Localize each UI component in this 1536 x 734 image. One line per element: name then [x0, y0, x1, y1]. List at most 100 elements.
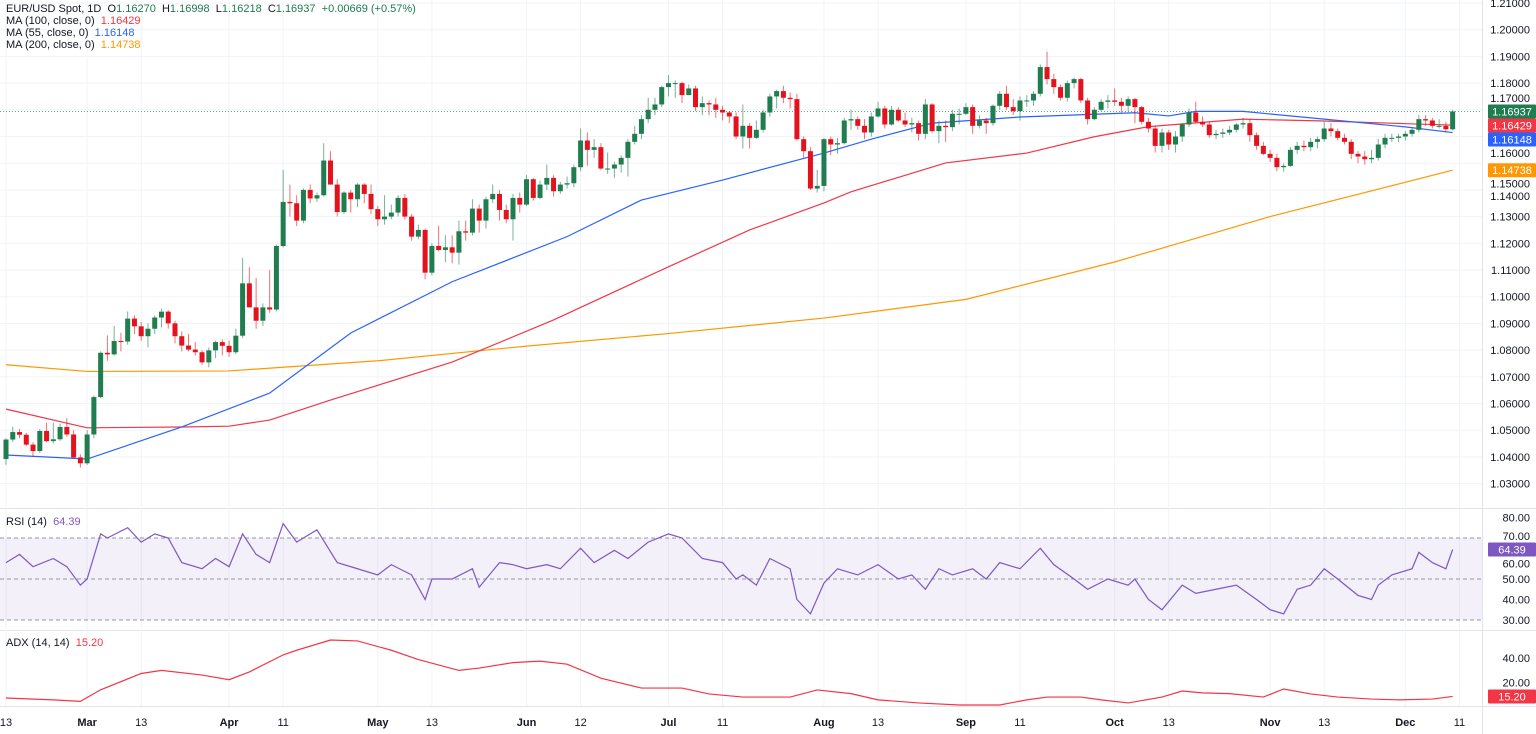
rsi-band: [0, 538, 1482, 620]
rsi-tag: 64.39: [1498, 545, 1526, 557]
candle-body: [1064, 83, 1070, 98]
ma200-tag-bg: [1488, 163, 1536, 178]
ma55-legend[interactable]: MA (55, close, 0) 1.16148: [6, 27, 416, 39]
low-value: 1.16218: [221, 3, 262, 15]
candle-body: [1003, 93, 1009, 108]
candle-body: [138, 326, 144, 337]
candle-body: [787, 97, 793, 100]
candles: [3, 51, 1456, 468]
ma100-label: MA (100, close, 0): [6, 15, 95, 27]
ma200-tag: 1.14738: [1492, 165, 1532, 177]
low-label: L: [215, 3, 222, 15]
candle-body: [753, 129, 759, 138]
time-tick-label: 11: [277, 717, 288, 729]
price-tick-label: 1.06000: [1490, 399, 1530, 411]
candle-body: [733, 116, 739, 137]
candle-body: [530, 179, 536, 198]
candle-body: [821, 139, 827, 186]
candle-body: [1335, 131, 1341, 138]
candle-body: [1355, 153, 1361, 157]
candle-body: [970, 107, 976, 126]
candle-body: [997, 93, 1003, 106]
candle-body: [578, 140, 584, 168]
rsi-legend[interactable]: RSI (14) 64.39: [6, 516, 81, 528]
candle-body: [1159, 132, 1165, 146]
candle-body: [584, 140, 590, 150]
time-tick-label: Aug: [813, 717, 834, 729]
candle-body: [179, 336, 185, 346]
candle-body: [152, 317, 158, 329]
candle-body: [172, 323, 178, 337]
candle-body: [780, 91, 786, 98]
candle-body: [1294, 145, 1300, 150]
candle-body: [307, 189, 313, 199]
candle-body: [382, 216, 388, 220]
candle-body: [1314, 139, 1320, 142]
candle-body: [104, 352, 110, 355]
candle-body: [240, 283, 246, 336]
candle-body: [929, 104, 935, 132]
candle-body: [17, 432, 23, 435]
symbol-title[interactable]: EUR/USD Spot, 1D: [6, 3, 102, 15]
candle-body: [1382, 137, 1388, 145]
candle-body: [841, 120, 847, 144]
candle-body: [1321, 128, 1327, 140]
price-tick-label: 1.05000: [1490, 425, 1530, 437]
ma100-tag-bg: [1488, 118, 1536, 133]
close-value: 1.16937: [275, 3, 316, 15]
time-tick-label: Mar: [77, 717, 97, 729]
candle-body: [618, 157, 624, 165]
candle-body: [1179, 124, 1185, 137]
candle-body: [767, 96, 773, 113]
time-tick-label: Nov: [1260, 717, 1282, 729]
candle-body: [855, 119, 861, 126]
price-tick-label: 1.13000: [1490, 212, 1530, 224]
candle-body: [158, 311, 164, 318]
time-tick-label: Apr: [220, 717, 240, 729]
candle-body: [990, 105, 996, 124]
candle-body: [226, 345, 232, 353]
candle-body: [355, 184, 361, 200]
chart-legend: EUR/USD Spot, 1D O1.16270 H1.16998 L1.16…: [6, 3, 416, 51]
candle-body: [848, 119, 854, 121]
candle-body: [1301, 145, 1307, 148]
candle-body: [1132, 99, 1138, 108]
price-tick-label: 1.21000: [1490, 0, 1530, 10]
candle-body: [1429, 120, 1435, 126]
price-tick-label: 1.17000: [1490, 93, 1530, 105]
candle-body: [1031, 93, 1037, 101]
candle-body: [375, 209, 381, 220]
candle-body: [1423, 119, 1429, 121]
candle-body: [111, 341, 117, 355]
last-price-tag-bg: [1488, 104, 1536, 119]
price-tick-label: 1.20000: [1490, 25, 1530, 37]
rsi-tick-label: 80.00: [1502, 513, 1530, 525]
ma200-legend[interactable]: MA (200, close, 0) 1.14738: [6, 39, 416, 51]
price-tick-label: 1.10000: [1490, 292, 1530, 304]
candle-body: [57, 426, 63, 440]
candle-body: [902, 120, 908, 125]
price-tick-label: 1.19000: [1490, 51, 1530, 63]
candle-body: [963, 107, 969, 114]
candle-body: [388, 212, 394, 217]
time-tick-label: 11: [1014, 717, 1025, 729]
candle-body: [713, 104, 719, 110]
candle-body: [537, 184, 543, 198]
time-tick-label: May: [367, 717, 389, 729]
candle-body: [875, 108, 881, 117]
candle-body: [882, 108, 888, 125]
adx-tag: 15.20: [1498, 691, 1526, 703]
candle-body: [862, 125, 868, 133]
candle-body: [834, 143, 840, 145]
price-tick-label: 1.09000: [1490, 318, 1530, 330]
candle-body: [652, 104, 658, 110]
ma100-legend[interactable]: MA (100, close, 0) 1.16429: [6, 15, 416, 27]
open-value: 1.16270: [116, 3, 156, 15]
candle-body: [1443, 125, 1449, 130]
candle-body: [1098, 101, 1104, 110]
candle-body: [598, 147, 604, 169]
adx-legend[interactable]: ADX (14, 14) 15.20: [6, 637, 103, 649]
candle-body: [456, 231, 462, 253]
candle-body: [1078, 79, 1084, 101]
